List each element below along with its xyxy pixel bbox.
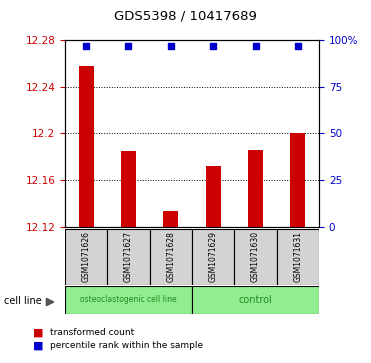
Text: control: control [239, 295, 272, 305]
Bar [206, 166, 221, 227]
FancyBboxPatch shape [234, 229, 277, 285]
Text: GSM1071630: GSM1071630 [251, 231, 260, 282]
Text: percentile rank within the sample: percentile rank within the sample [50, 341, 203, 350]
Text: osteoclastogenic cell line: osteoclastogenic cell line [80, 295, 177, 304]
Bar [163, 211, 178, 227]
Point [210, 44, 216, 49]
FancyBboxPatch shape [150, 229, 192, 285]
FancyBboxPatch shape [192, 229, 234, 285]
Text: GSM1071626: GSM1071626 [82, 231, 91, 282]
FancyBboxPatch shape [65, 286, 192, 314]
Text: GSM1071631: GSM1071631 [293, 231, 302, 282]
Point [83, 44, 89, 49]
Text: cell line: cell line [4, 295, 42, 306]
Text: ■: ■ [33, 340, 44, 351]
Point [253, 44, 259, 49]
Point [168, 44, 174, 49]
Polygon shape [46, 298, 54, 306]
FancyBboxPatch shape [192, 286, 319, 314]
Text: GSM1071627: GSM1071627 [124, 231, 133, 282]
Bar [79, 66, 93, 227]
Bar [121, 151, 136, 227]
Bar [248, 150, 263, 227]
Text: ■: ■ [33, 328, 44, 338]
Point [295, 44, 301, 49]
Point [125, 44, 131, 49]
Text: GSM1071629: GSM1071629 [209, 231, 218, 282]
Text: GDS5398 / 10417689: GDS5398 / 10417689 [114, 9, 257, 22]
Text: GSM1071628: GSM1071628 [166, 231, 175, 282]
FancyBboxPatch shape [107, 229, 150, 285]
FancyBboxPatch shape [277, 229, 319, 285]
Text: transformed count: transformed count [50, 329, 134, 337]
FancyBboxPatch shape [65, 229, 107, 285]
Bar [290, 134, 305, 227]
